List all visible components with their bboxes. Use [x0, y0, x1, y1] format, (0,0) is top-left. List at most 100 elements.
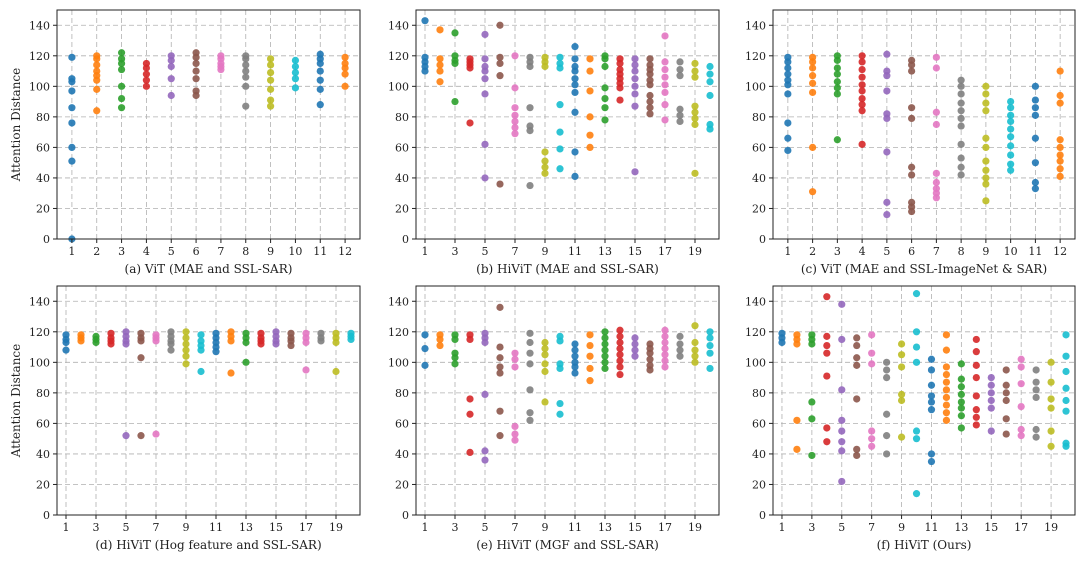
data-point — [62, 346, 70, 354]
data-point — [676, 332, 684, 340]
data-point — [661, 65, 669, 74]
data-point — [197, 367, 205, 376]
data-point — [1056, 151, 1064, 159]
data-point — [1031, 82, 1039, 90]
y-tick-label: 0 — [43, 233, 50, 246]
data-point — [706, 334, 714, 342]
data-point — [242, 73, 250, 81]
y-tick-label: 20 — [36, 478, 50, 491]
x-tick-label: 2 — [809, 245, 816, 258]
data-point — [526, 181, 534, 190]
data-point — [316, 67, 324, 75]
data-point — [676, 352, 684, 360]
x-tick-label: 15 — [628, 521, 642, 534]
data-point — [853, 341, 861, 350]
data-point — [676, 65, 684, 74]
data-point — [316, 76, 324, 84]
y-axis-label: Attention Distance — [9, 68, 23, 183]
panel-title: (b) HiViT (MAE and SSL-SAR) — [476, 262, 659, 276]
data-point — [266, 61, 275, 69]
data-point — [631, 334, 639, 342]
data-point — [317, 337, 325, 345]
data-point — [833, 78, 841, 86]
y-tick-label: 80 — [36, 111, 50, 124]
data-point — [242, 102, 250, 110]
data-point — [691, 358, 699, 366]
y-tick-label: 40 — [752, 448, 766, 461]
data-point — [496, 53, 504, 61]
data-point — [526, 349, 534, 357]
data-point — [1007, 160, 1015, 168]
data-point — [242, 55, 250, 63]
data-point — [466, 119, 474, 127]
x-tick-label: 17 — [299, 521, 313, 534]
x-tick-label: 15 — [984, 521, 998, 534]
data-point — [556, 53, 564, 61]
data-point — [853, 334, 861, 342]
panel-title: (d) HiViT (Hog feature and SSL-SAR) — [95, 538, 321, 552]
data-point — [1062, 396, 1070, 405]
data-point — [853, 354, 861, 362]
data-point — [793, 416, 801, 424]
data-point — [897, 351, 906, 359]
data-point — [1056, 91, 1064, 100]
data-point — [511, 104, 519, 112]
data-point — [192, 67, 200, 75]
data-point — [942, 393, 951, 402]
data-point — [784, 119, 792, 127]
data-point — [68, 78, 76, 86]
x-tick-label: 1 — [68, 245, 75, 258]
data-point — [266, 68, 275, 77]
y-tick-label: 20 — [752, 478, 766, 491]
data-point — [823, 438, 831, 446]
data-point — [661, 116, 669, 124]
data-point — [616, 351, 624, 359]
data-point — [897, 340, 906, 348]
data-point — [691, 114, 699, 122]
data-point — [631, 90, 639, 98]
data-point — [972, 335, 980, 344]
data-point — [646, 104, 654, 112]
data-point — [556, 399, 564, 408]
data-point — [421, 361, 429, 369]
data-point — [1017, 432, 1025, 440]
data-point — [897, 433, 906, 441]
x-tick-label: 11 — [924, 521, 938, 534]
data-point — [316, 101, 324, 109]
data-point — [586, 143, 594, 151]
data-point — [676, 111, 684, 119]
data-point — [93, 85, 101, 93]
data-point — [511, 84, 519, 92]
data-point — [908, 61, 916, 69]
data-point — [808, 398, 816, 406]
data-point — [601, 62, 609, 71]
data-point — [616, 357, 624, 365]
data-point — [972, 348, 980, 356]
data-point — [932, 120, 940, 129]
panel-title: (c) ViT (MAE and SSL-ImageNet & SAR) — [801, 262, 1047, 276]
y-tick-label: 40 — [395, 448, 409, 461]
data-point — [421, 67, 429, 75]
data-point — [691, 352, 699, 360]
data-point — [601, 358, 609, 366]
data-point — [1007, 98, 1015, 106]
data-point — [808, 451, 816, 460]
data-point — [868, 360, 876, 368]
data-point — [858, 101, 866, 109]
data-point — [1062, 384, 1070, 392]
data-point — [511, 52, 519, 60]
data-point — [341, 64, 349, 72]
x-tick-label: 19 — [329, 521, 343, 534]
data-point — [646, 355, 654, 363]
data-point — [332, 367, 340, 376]
data-point — [706, 78, 714, 86]
data-point — [1031, 134, 1039, 142]
x-tick-label: 5 — [838, 521, 845, 534]
data-point — [481, 67, 489, 75]
y-tick-label: 0 — [402, 233, 409, 246]
data-point — [858, 65, 866, 74]
data-point — [496, 343, 504, 351]
